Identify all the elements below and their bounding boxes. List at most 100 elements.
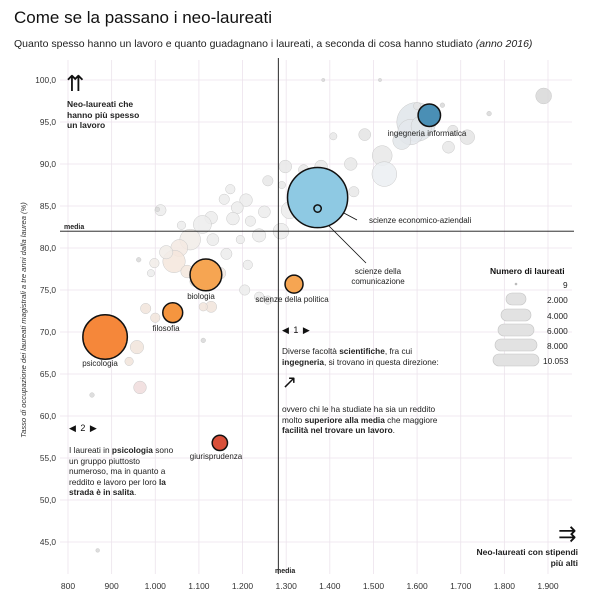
legend-value: 9 (563, 280, 568, 290)
legend-shape (494, 338, 538, 352)
faculty-bubble (358, 128, 371, 141)
bubble-label: scienze della comunicazione (351, 267, 405, 286)
diagonal-up-right-arrow-icon: ↗ (282, 372, 298, 392)
y-tick-label: 65,0 (40, 369, 57, 379)
legend-shape (505, 292, 527, 306)
faculty-bubble (239, 284, 251, 296)
x-tick-label: 1.900 (537, 581, 559, 591)
faculty-bubble (258, 205, 271, 219)
faculty-bubble (193, 215, 212, 234)
y-tick-label: 90,0 (40, 159, 57, 169)
annotation-2-text: I laureati in psicologia sono un gruppo … (69, 445, 189, 498)
bubble-label: scienze economico-aziendali (369, 216, 472, 225)
bubble-label: ingegneria informatica (388, 129, 467, 138)
highlighted-bubble (313, 204, 323, 213)
faculty-bubble (231, 201, 244, 214)
top-left-note: Neo-laureati che hanno più spesso un lav… (67, 99, 139, 131)
faculty-bubble (198, 302, 208, 312)
y-tick-label: 80,0 (40, 243, 57, 253)
x-tick-label: 1.700 (450, 581, 472, 591)
note2-part: reddito e lavoro per loro (69, 476, 159, 487)
faculty-bubble (277, 181, 286, 189)
chart-title: Come se la passano i neo-laureati (14, 8, 272, 27)
note2-part: I laureati in (69, 445, 112, 455)
x-tick-label: 900 (105, 581, 119, 591)
faculty-bubble (439, 102, 445, 108)
legend-title: Numero di laureati (490, 266, 565, 276)
y-tick-label: 95,0 (40, 117, 57, 127)
note1-part: , fra cui (384, 346, 413, 356)
note2-part: . (134, 487, 137, 497)
legend-shape (492, 353, 540, 367)
faculty-bubble (206, 233, 220, 246)
note2-part: psicologia (111, 445, 153, 455)
annotation-marker-1: ◀ 1 ▶ (282, 325, 311, 335)
highlighted-bubble (286, 166, 349, 229)
top-left-note-line: un lavoro (67, 120, 106, 130)
faculty-bubble (239, 193, 253, 207)
y-tick-label: 45,0 (40, 537, 57, 547)
note2-part: sono (152, 445, 174, 455)
double-right-arrow-icon: ⇉ (558, 521, 577, 546)
faculty-bubble (459, 129, 475, 145)
highlighted-bubble (211, 434, 229, 452)
y-tick-label: 70,0 (40, 327, 57, 337)
median-lines (60, 58, 574, 574)
faculty-bubble (225, 184, 236, 195)
faculty-bubble (133, 380, 147, 395)
annotation-1-text-2: ovvero chi le ha studiate ha sia un redd… (282, 404, 482, 436)
faculty-bubble (150, 312, 161, 323)
y-tick-label: 75,0 (40, 285, 57, 295)
bubble-labels: ingegneria informatica scienze economico-… (82, 129, 471, 461)
x-tick-label: 1.300 (276, 581, 298, 591)
bottom-right-note-line: più alti (550, 557, 578, 568)
x-tick-label: 1.800 (494, 581, 516, 591)
faculty-bubble (371, 161, 397, 187)
double-up-arrow-icon: ⇈ (66, 71, 85, 96)
highlighted-bubble (162, 301, 184, 324)
faculty-bubble (252, 228, 267, 243)
faculty-bubble (244, 215, 256, 227)
note2-part: numeroso, ma in quanto a (69, 466, 166, 476)
note1-part: . (392, 425, 395, 435)
y-tick-label: 50,0 (40, 495, 57, 505)
legend-value: 4.000 (547, 311, 568, 321)
faculty-bubble (95, 548, 100, 553)
x-tick-label: 1.600 (406, 581, 428, 591)
legend-shape (497, 323, 535, 337)
faculty-bubble (146, 269, 155, 278)
median-y-label: media (64, 224, 84, 231)
faculty-bubble (129, 340, 144, 355)
legend-value: 10.053 (543, 356, 569, 366)
bottom-right-note-line: Neo-laureati con stipendi (476, 547, 578, 557)
faculty-bubble (242, 259, 253, 270)
faculty-bubble (344, 157, 358, 171)
legend-shape (500, 308, 532, 322)
bubble-label: giurisprudenza (190, 452, 243, 461)
note1-part: , si trovano in questa direzione: (323, 356, 439, 367)
faculty-bubble (413, 102, 422, 110)
faculty-bubble (235, 235, 245, 245)
faculty-bubble (154, 206, 161, 212)
faculty-bubble (226, 211, 240, 226)
note2-part: strada è in salita (69, 487, 135, 497)
y-tick-label: 60,0 (40, 411, 57, 421)
top-left-note-line: Neo-laureati che (67, 99, 134, 109)
faculty-bubble (447, 124, 459, 136)
x-axis-ticks: 800 900 1.000 1.100 1.200 1.300 1.400 1.500 1.60… (61, 581, 559, 591)
y-tick-label: 100,0 (35, 75, 56, 85)
faculty-bubble (140, 303, 152, 314)
note2-part: un gruppo piuttosto (69, 455, 141, 466)
highlighted-bubble (82, 314, 129, 361)
bubble-label: scienze della politica (255, 295, 329, 304)
legend-value: 8.000 (547, 341, 568, 351)
note2-part: la (158, 476, 166, 487)
faculty-bubble (159, 245, 174, 260)
note1-part: molto (282, 414, 305, 425)
legend-value: 6.000 (547, 326, 568, 336)
note1-part: superiore alla media (304, 414, 385, 425)
faculty-bubble (176, 220, 186, 230)
bubble-label: filosofia (152, 324, 180, 333)
faculty-bubble (149, 258, 160, 269)
